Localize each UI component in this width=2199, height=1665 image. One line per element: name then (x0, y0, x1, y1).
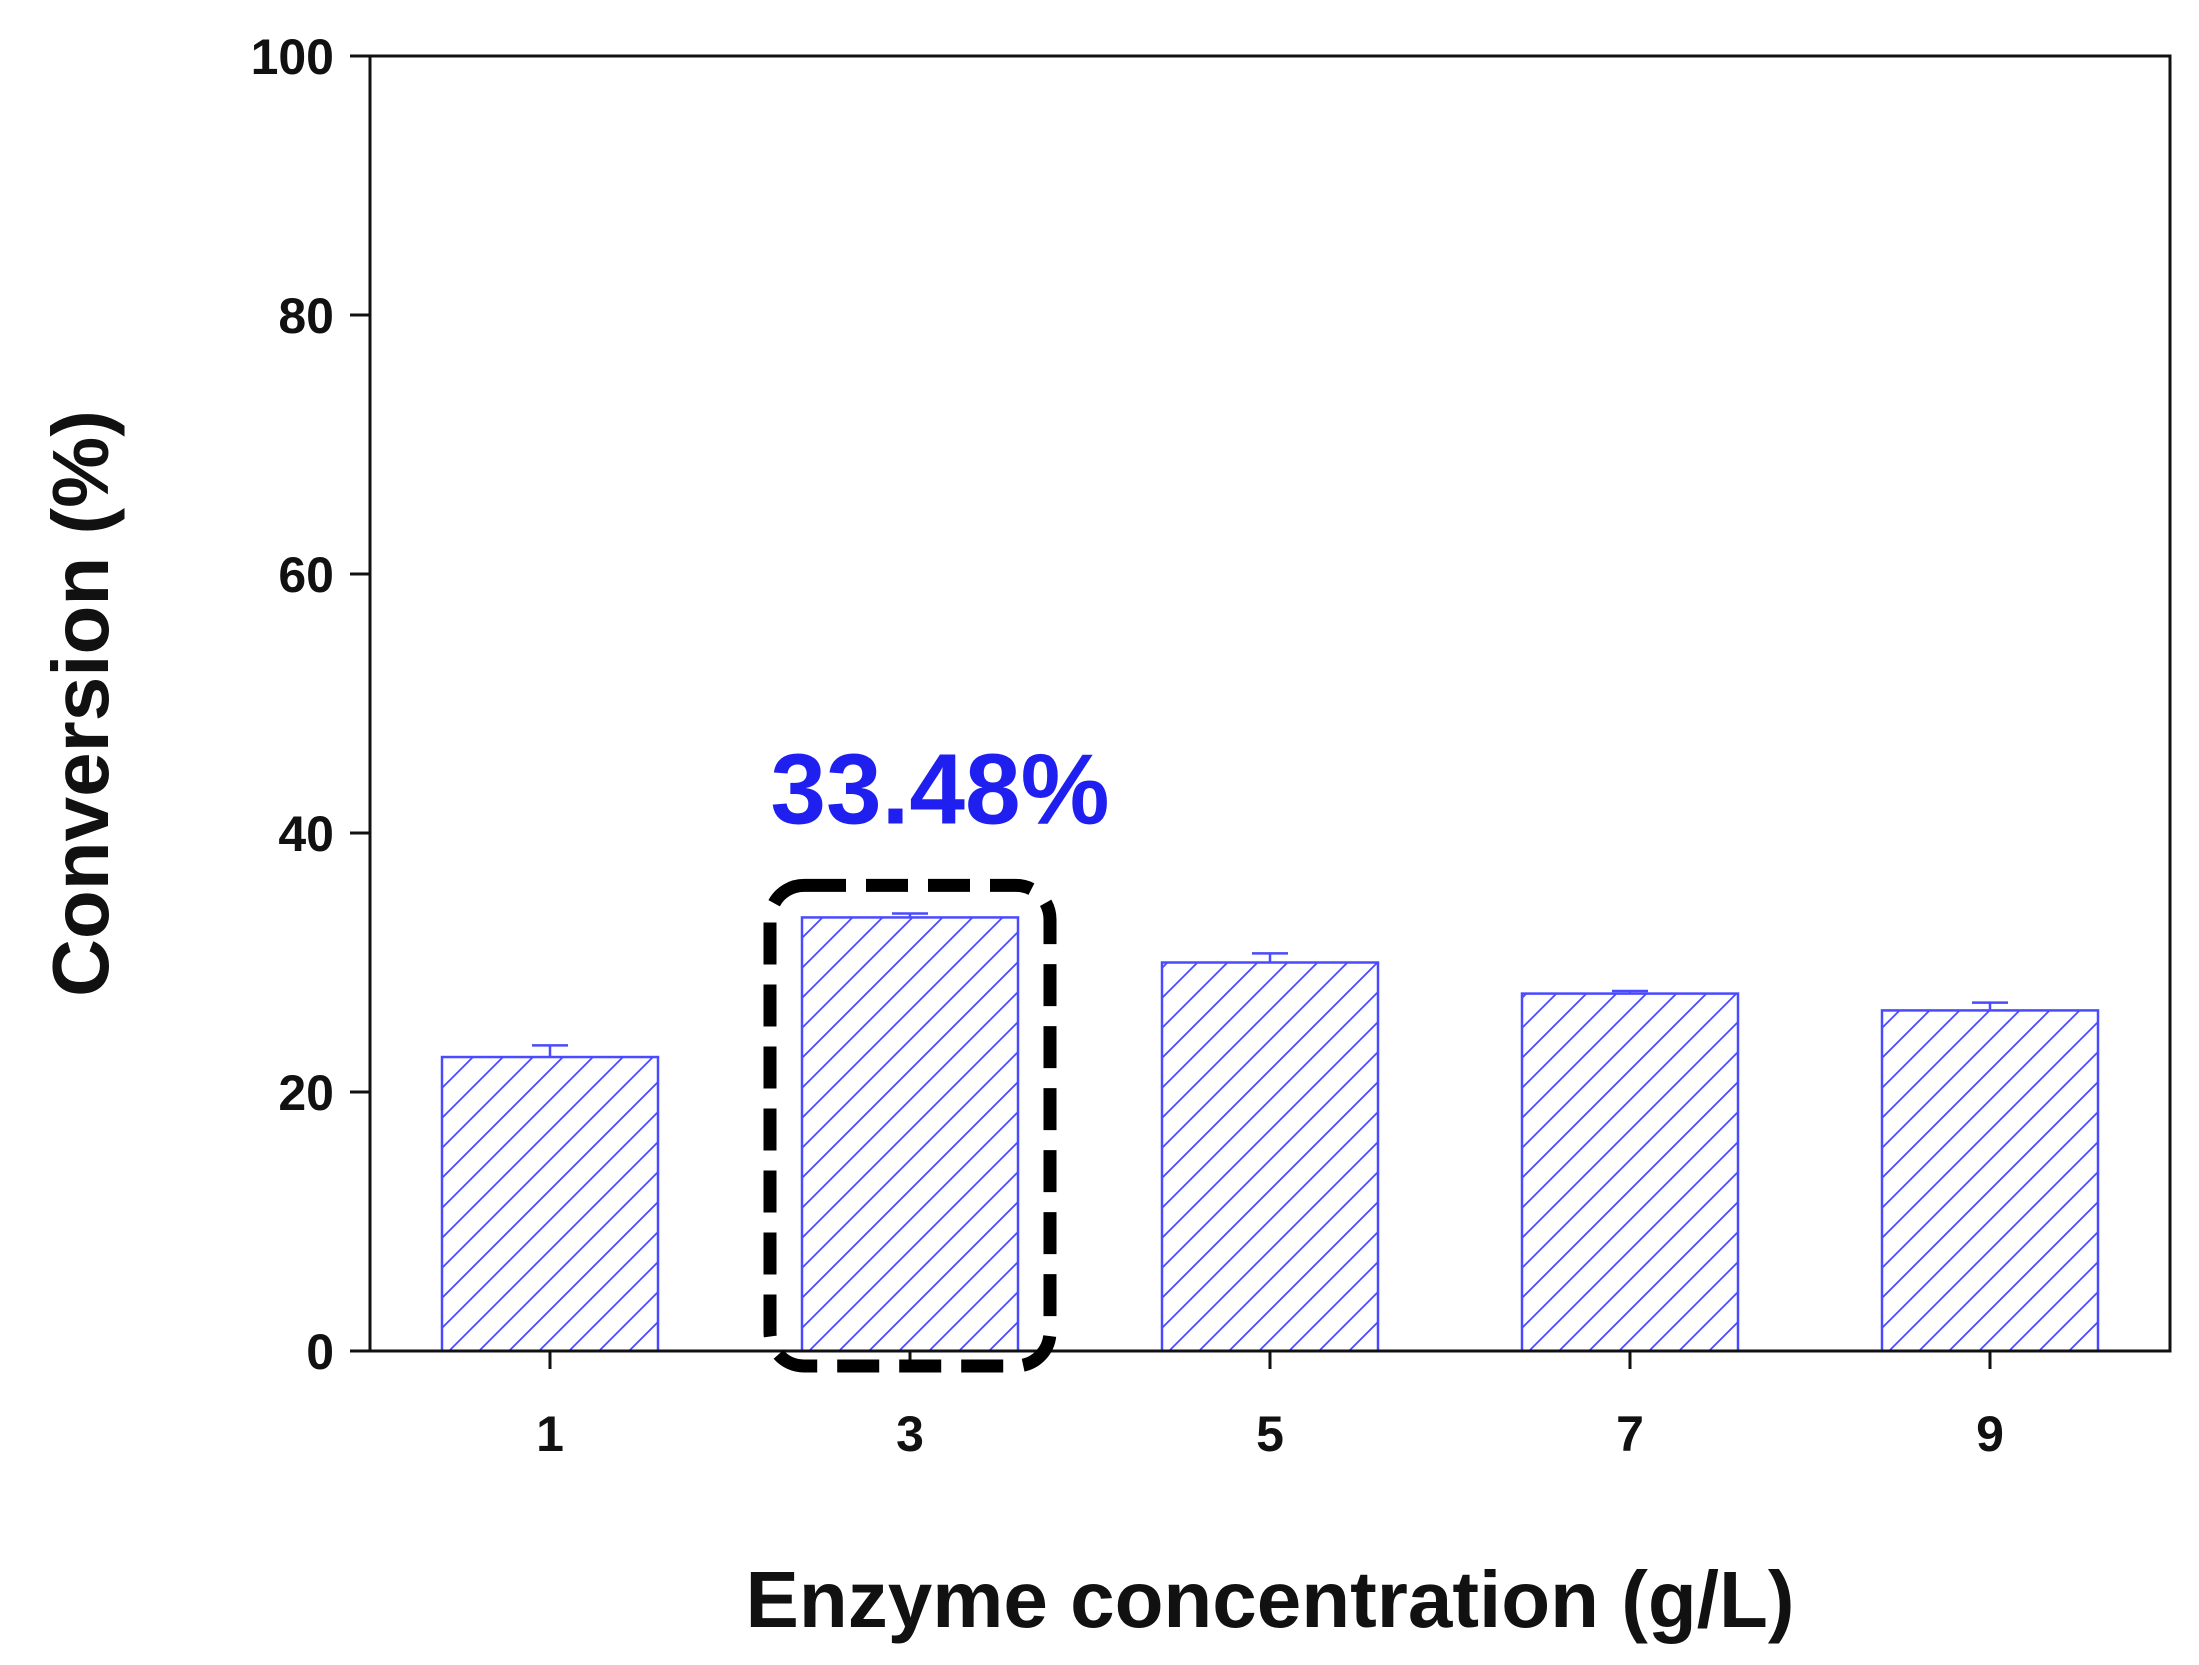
bar-3 (800, 916, 1020, 1353)
y-tick-label: 100 (251, 29, 334, 85)
y-tick-label: 60 (278, 547, 334, 603)
error-bars-group (532, 912, 2008, 1058)
y-axis: 0 20 40 60 80 100 (251, 29, 370, 1380)
bars-group (440, 916, 2100, 1353)
x-tick-label: 7 (1616, 1406, 1644, 1462)
x-axis: 1 3 5 7 9 (536, 1351, 2004, 1462)
y-tick-label: 80 (278, 288, 334, 344)
x-tick-label: 3 (896, 1406, 924, 1462)
y-tick-label: 0 (306, 1324, 334, 1380)
x-tick-label: 9 (1976, 1406, 2004, 1462)
y-tick-label: 40 (278, 806, 334, 862)
bar-5 (1160, 961, 1380, 1353)
y-tick-label: 20 (278, 1065, 334, 1121)
highlight-box (763, 878, 1057, 1373)
highlight-annotation: 33.48% (770, 733, 1109, 845)
x-tick-label: 5 (1256, 1406, 1284, 1462)
x-tick-label: 1 (536, 1406, 564, 1462)
x-axis-title: Enzyme concentration (g/L) (746, 1555, 1795, 1644)
y-axis-title: Conversion (%) (36, 410, 125, 997)
bar-9 (1880, 1009, 2100, 1353)
bar-1 (440, 1055, 660, 1353)
bar-7 (1520, 992, 1740, 1353)
